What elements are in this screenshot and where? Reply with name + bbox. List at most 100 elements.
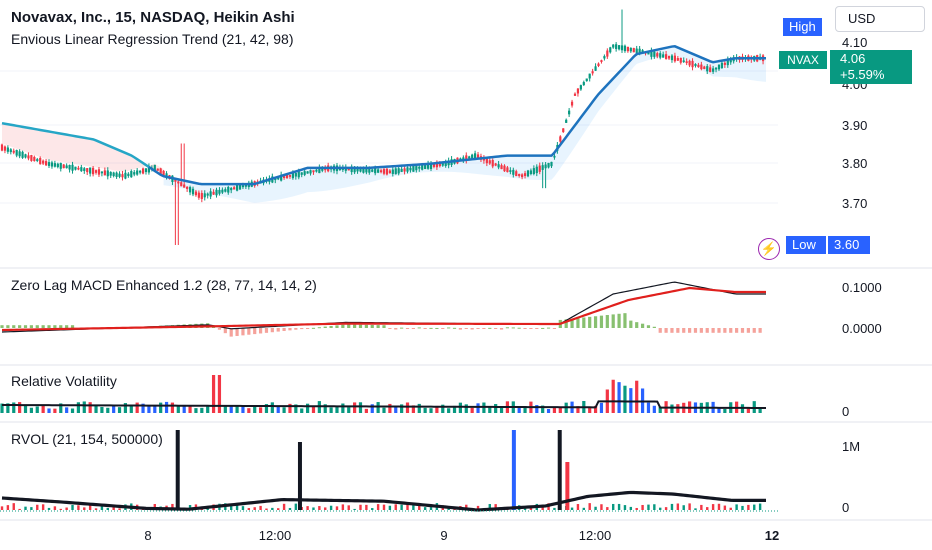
rv-axis-tick: 0 [842, 404, 849, 419]
candle-body [594, 66, 597, 71]
candle-body [670, 55, 674, 61]
candle-body [682, 60, 685, 63]
macd-histogram-bar [376, 325, 380, 328]
price-axis-tick: 4.10 [842, 35, 867, 50]
candle-body [80, 167, 83, 172]
macd-histogram-bar [482, 328, 486, 329]
low-badge: Low [786, 236, 826, 254]
rvol-bar [670, 503, 674, 510]
macd-histogram-bar [499, 328, 504, 330]
candle-body [406, 167, 409, 172]
candle-body [462, 157, 465, 161]
macd-histogram-bar [658, 328, 662, 333]
rvol-bar [230, 504, 233, 510]
candle-body [118, 173, 121, 177]
rvol-bar [623, 505, 627, 510]
candle-body [297, 171, 300, 178]
candle-body [27, 155, 30, 159]
rvol-spike [511, 430, 516, 510]
candle-body [409, 167, 412, 171]
candle-body [141, 168, 145, 174]
trend-line-bearish [1, 121, 150, 169]
rvol-bar [294, 503, 298, 510]
volatility-bar [35, 406, 39, 413]
candle-body [309, 170, 312, 174]
candle-body [321, 168, 324, 171]
candle-body [212, 191, 215, 195]
macd-histogram-bar [488, 327, 492, 329]
candle-body [656, 53, 659, 57]
candle-body [115, 172, 118, 177]
candle-body [606, 50, 609, 57]
macd-histogram-bar [59, 325, 63, 328]
candle-body [291, 172, 295, 179]
volatility-bar [23, 405, 28, 413]
candle-body [288, 175, 292, 177]
macd-histogram-bar [6, 325, 10, 328]
candle-body [485, 158, 488, 164]
macd-histogram-bar [599, 315, 604, 328]
candle-body [400, 168, 403, 172]
rvol-bar [412, 503, 415, 510]
candle-body [350, 166, 353, 173]
candle-body [435, 162, 438, 168]
candle-body [112, 172, 115, 177]
macd-histogram-bar [664, 328, 668, 333]
volatility-bar [658, 406, 662, 413]
candle-body [473, 153, 477, 159]
macd-histogram-bar [640, 323, 645, 328]
volatility-bar [523, 406, 527, 413]
candle-body [714, 67, 718, 70]
rvol-bar [388, 505, 392, 510]
rvol-bar [700, 504, 703, 510]
candle-body [71, 164, 74, 171]
candle-body [74, 166, 77, 170]
candle-body [664, 54, 668, 60]
macd-histogram-bar [705, 328, 709, 333]
candle-body [282, 176, 286, 178]
volatility-bar [388, 403, 392, 413]
macd-histogram-bar [505, 327, 510, 329]
candle-body [130, 170, 133, 178]
rvol-bar [0, 506, 4, 510]
candle-body [44, 161, 48, 166]
candle-body [83, 168, 86, 171]
rvol-bar [723, 505, 727, 510]
rvol-bar [30, 507, 33, 510]
candle-body [688, 60, 691, 66]
volatility-bar [65, 407, 69, 413]
candle-body [617, 45, 621, 50]
macd-axis-tick: 0.0000 [842, 321, 882, 336]
candle-body [315, 169, 318, 172]
volatility-bar [593, 405, 598, 413]
candle-body [568, 110, 571, 115]
currency-selector[interactable]: USD [835, 6, 925, 32]
candle-body [468, 156, 471, 159]
candle-body [632, 48, 635, 53]
rvol-bar [265, 508, 268, 510]
rvol-average-line [1, 490, 766, 512]
candle-body [521, 174, 524, 178]
macd-histogram-bar [270, 328, 274, 333]
lightning-icon[interactable]: ⚡ [758, 238, 780, 260]
candle-body [24, 154, 27, 158]
macd-histogram-bar [341, 324, 345, 328]
volatility-bar [611, 379, 615, 413]
volatility-bar [623, 385, 627, 413]
volatility-bar [635, 380, 639, 413]
rvol-bar [259, 505, 262, 510]
macd-histogram-bar [47, 325, 51, 328]
volatility-bar [18, 402, 22, 413]
candle-body [277, 177, 280, 180]
macd-histogram-bar [394, 328, 398, 330]
macd-histogram-bar [335, 325, 339, 328]
candle-body [203, 193, 206, 198]
candle-body [53, 163, 56, 167]
rvol-bar [394, 504, 397, 510]
macd-histogram-bar [752, 328, 756, 333]
rvol-bar [682, 505, 685, 510]
rvol-bar [606, 507, 609, 510]
volatility-bar [100, 406, 104, 413]
candle-body [68, 165, 71, 170]
